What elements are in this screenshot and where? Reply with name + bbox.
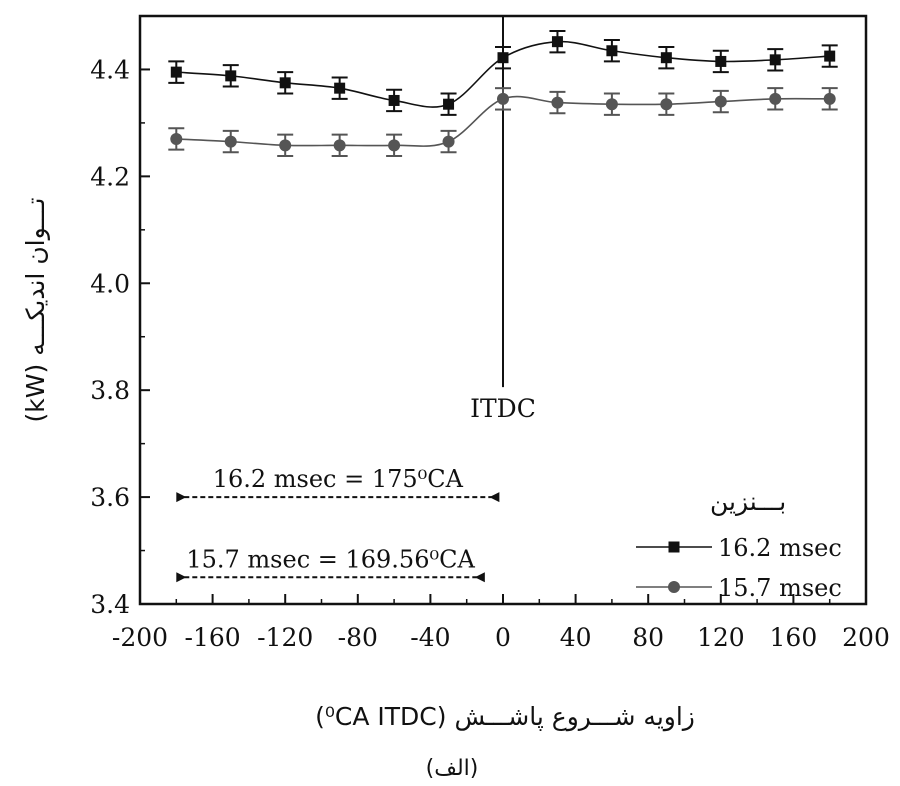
data-point (388, 139, 401, 152)
y-tick-label: 3.6 (90, 483, 130, 512)
data-point (334, 82, 346, 94)
annotation-span: 16.2 msec = 175⁰CA (176, 465, 500, 503)
data-point (224, 135, 237, 148)
data-point (769, 54, 781, 66)
itdc-label: ITDC (470, 394, 536, 423)
x-tick-label: 120 (697, 623, 745, 652)
y-tick-label: 4.4 (90, 55, 130, 84)
x-axis: -200 -160 -120 -80 -40 0 40 80 120 160 200 (112, 594, 890, 652)
y-axis-title: تـــوان اندیکـــه (kW) (21, 197, 50, 422)
legend-item: 16.2 msec (636, 534, 842, 562)
data-point (442, 135, 455, 148)
annotation-arrow-right (474, 572, 485, 583)
data-point (715, 55, 727, 67)
data-point (660, 98, 673, 111)
data-point (606, 45, 618, 57)
annotations: 16.2 msec = 175⁰CA 15.7 msec = 169.56⁰CA (176, 465, 500, 583)
data-point (388, 94, 400, 106)
annotation-label: 15.7 msec = 169.56⁰CA (186, 545, 475, 573)
x-tick-label: -160 (185, 623, 241, 652)
y-tick-label: 4.2 (90, 162, 130, 191)
data-point (279, 139, 292, 152)
data-point (551, 36, 563, 48)
x-tick-label: 0 (495, 623, 511, 652)
y-axis: 3.4 3.6 3.8 4.0 4.2 4.4 (90, 55, 150, 619)
data-point (333, 139, 346, 152)
x-axis-title: زاویه شـــروع پاشـــش (⁰CA ITDC) (315, 702, 695, 732)
x-tick-label: -40 (410, 623, 450, 652)
data-point (551, 96, 564, 109)
y-tick-label: 3.4 (90, 590, 130, 619)
x-tick-label: 40 (560, 623, 592, 652)
x-tick-label: -200 (112, 623, 168, 652)
series-1 (168, 29, 838, 116)
annotation-arrow-left (176, 492, 187, 503)
annotation-arrow-left (176, 572, 187, 583)
data-point (225, 70, 237, 82)
data-point (824, 50, 836, 62)
x-tick-label: 80 (632, 623, 664, 652)
data-point (823, 92, 836, 105)
series-layer (168, 29, 838, 158)
x-tick-label: -120 (257, 623, 313, 652)
annotation-span: 15.7 msec = 169.56⁰CA (176, 545, 485, 583)
data-point (170, 132, 183, 145)
x-tick-label: 160 (770, 623, 818, 652)
data-point (769, 92, 782, 105)
legend-title: بـــنزین (710, 487, 786, 516)
data-point (170, 66, 182, 78)
data-point (497, 52, 509, 64)
series-2 (168, 87, 838, 158)
data-point (605, 98, 618, 111)
x-tick-label: -80 (338, 623, 378, 652)
legend-marker (668, 581, 680, 593)
legend-label: 15.7 msec (718, 574, 842, 602)
legend-item: 15.7 msec (636, 574, 842, 602)
data-point (443, 98, 455, 110)
legend-label: 16.2 msec (718, 534, 842, 562)
annotation-label: 16.2 msec = 175⁰CA (213, 465, 464, 493)
data-point (660, 52, 672, 64)
data-point (714, 95, 727, 108)
legend-marker (668, 541, 680, 553)
figure-caption: (الف) (426, 756, 479, 781)
x-tick-label: 200 (842, 623, 890, 652)
data-point (279, 77, 291, 89)
legend: بـــنزین 16.2 msec 15.7 msec (636, 487, 842, 602)
y-tick-label: 4.0 (90, 269, 130, 298)
y-tick-label: 3.8 (90, 376, 130, 405)
data-point (497, 92, 509, 105)
annotation-arrow-right (489, 492, 500, 503)
